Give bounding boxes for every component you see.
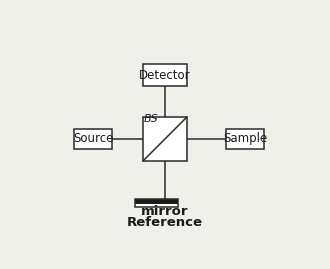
Bar [135,204,179,207]
Text: Sample: Sample [223,132,267,146]
Text: BS: BS [143,114,158,124]
Text: mirror: mirror [141,205,189,218]
Bar [135,199,179,207]
Bar [74,129,112,149]
Text: Reference: Reference [127,216,203,229]
Bar [143,64,187,86]
Text: Source: Source [73,132,113,146]
Text: Detector: Detector [139,69,191,82]
Bar [135,199,179,204]
Bar [143,117,187,161]
Bar [226,129,264,149]
